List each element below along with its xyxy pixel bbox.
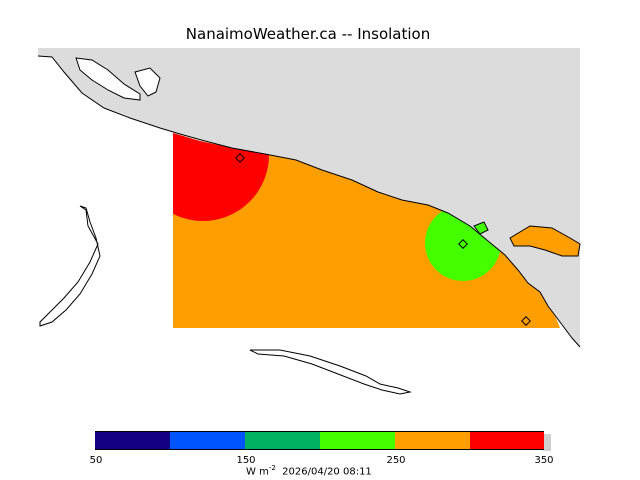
timestamp: 2026/04/20 08:11 bbox=[282, 466, 372, 478]
south-island bbox=[249, 349, 412, 395]
colorbar-bin bbox=[470, 431, 544, 450]
island-north bbox=[75, 57, 141, 101]
hot-region bbox=[173, 133, 269, 221]
colorbar-bin bbox=[395, 431, 470, 450]
colorbar-shadow bbox=[543, 434, 551, 451]
peninsula bbox=[509, 225, 581, 257]
station-marker[interactable] bbox=[521, 316, 531, 326]
station-marker[interactable] bbox=[235, 153, 245, 163]
colorbar-bin bbox=[170, 431, 245, 450]
colorbar-bin bbox=[95, 431, 170, 450]
island-east bbox=[134, 67, 161, 97]
mainland bbox=[38, 48, 580, 347]
station-marker[interactable] bbox=[458, 239, 468, 249]
colorbar-tick-label: 250 bbox=[386, 455, 406, 466]
colorbar-bin bbox=[320, 431, 395, 450]
colorbar-tick-label: 150 bbox=[236, 455, 256, 466]
colorbar bbox=[95, 431, 553, 451]
west-island bbox=[39, 205, 101, 327]
unit-exponent: -2 bbox=[268, 464, 276, 472]
coastline bbox=[37, 55, 581, 348]
islet bbox=[473, 221, 489, 235]
colorbar-bin bbox=[245, 431, 320, 450]
colorbar-tick-label: 350 bbox=[534, 455, 554, 466]
unit-label: W m bbox=[246, 466, 269, 478]
footer: W m-2 2026/04/20 08:11 bbox=[246, 464, 372, 477]
map-title: NanaimoWeather.ca -- Insolation bbox=[185, 25, 431, 43]
colorbar-tick-label: 50 bbox=[89, 455, 103, 466]
